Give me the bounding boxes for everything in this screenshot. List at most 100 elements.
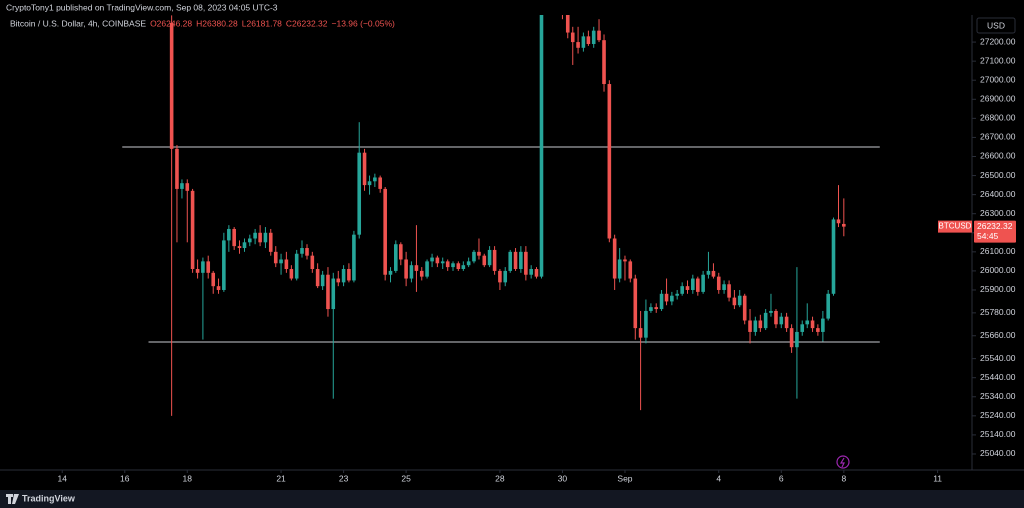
candle-body — [685, 286, 690, 290]
y-tick-label: 26900.00 — [980, 94, 1016, 104]
candle-body — [242, 242, 247, 249]
candle-body — [784, 316, 789, 329]
candle-body — [336, 278, 341, 283]
candle-body — [258, 232, 262, 243]
candle-body — [435, 257, 440, 264]
currency[interactable]: USD — [987, 20, 1005, 30]
candle-body — [742, 295, 747, 321]
y-tick-label: 25780.00 — [980, 307, 1016, 317]
candle-body — [810, 320, 815, 329]
candle-body — [644, 310, 648, 338]
candle-body — [638, 328, 643, 338]
candle-body — [581, 36, 586, 48]
candle-body — [232, 228, 236, 247]
candle-body — [466, 261, 471, 266]
candle-body — [414, 265, 419, 271]
candle-body — [279, 259, 283, 264]
candle-body — [722, 284, 726, 290]
candle-body — [347, 269, 351, 281]
candle-body — [378, 177, 382, 189]
candle-body — [576, 42, 580, 48]
candle-body — [451, 263, 455, 268]
y-tick-label: 26100.00 — [980, 246, 1016, 256]
candle-body — [300, 248, 304, 254]
candle-body — [628, 261, 633, 279]
candle-body — [805, 320, 810, 325]
price-tag-symbol: BTCUSD — [939, 222, 972, 231]
y-tick-label: 26800.00 — [980, 113, 1016, 123]
candle-body — [331, 278, 336, 310]
candle-body — [492, 249, 497, 271]
candle-body — [513, 251, 518, 270]
x-tick-label: 8 — [841, 473, 846, 483]
candle-body — [310, 255, 315, 270]
candle-body — [315, 269, 320, 287]
candle-body — [779, 316, 784, 325]
candle-body — [503, 270, 508, 283]
candle-body — [227, 228, 231, 241]
candle-body — [706, 270, 711, 275]
candle-body — [472, 251, 476, 262]
event-icon[interactable] — [836, 455, 850, 469]
candle-body — [659, 293, 664, 310]
candle-body — [748, 320, 752, 332]
ohlc-value: L26181.78 — [242, 18, 282, 28]
candle-body — [195, 269, 200, 273]
ohlc-value: O26246.28 — [150, 18, 192, 28]
candle-body — [357, 152, 362, 235]
candle-body — [404, 259, 408, 279]
x-tick-label: 16 — [120, 473, 130, 483]
candle-body — [737, 295, 742, 306]
legend: Bitcoin / U.S. Dollar, 4h, COINBASE O262… — [10, 18, 395, 28]
currency-button[interactable] — [976, 17, 1016, 34]
y-tick-label: 26300.00 — [980, 208, 1016, 218]
candle-body — [795, 331, 799, 348]
candle-body — [617, 259, 622, 279]
candle-body — [399, 244, 403, 260]
candle-body — [367, 181, 372, 186]
footer — [0, 490, 1024, 508]
y-tick-label: 25340.00 — [980, 391, 1016, 401]
candle-body — [362, 152, 367, 186]
y-tick-label: 25440.00 — [980, 372, 1016, 382]
candle-body — [524, 251, 528, 275]
candle-body — [175, 148, 179, 189]
brand: TradingView — [22, 493, 76, 503]
candle-body — [169, 23, 174, 149]
price-tag-symbol-bg — [938, 220, 972, 233]
byline: CryptoTony1 published on TradingView.com… — [6, 2, 278, 12]
candle-body — [763, 312, 768, 329]
candle-body — [253, 232, 257, 239]
x-tick-label: 14 — [57, 473, 67, 483]
candle-body — [456, 263, 461, 270]
candle-body — [670, 295, 674, 302]
candle-body — [826, 293, 830, 319]
candle-body — [289, 269, 294, 279]
candle-body — [461, 265, 466, 270]
candle-body — [508, 251, 513, 271]
candle-body — [394, 244, 398, 271]
y-tick-label: 26400.00 — [980, 189, 1016, 199]
candle-body — [498, 270, 502, 283]
candle-body — [612, 238, 617, 279]
candle-body — [758, 320, 763, 329]
candle-body — [388, 270, 393, 275]
candle-body — [633, 278, 638, 329]
x-tick-label: 18 — [183, 473, 193, 483]
y-tick-label: 25900.00 — [980, 284, 1016, 294]
candle-body — [727, 284, 731, 298]
candle-body — [680, 286, 684, 294]
y-tick-label: 26700.00 — [980, 132, 1016, 142]
candle-body — [696, 278, 700, 292]
candle-body — [273, 251, 278, 264]
candle-body — [237, 246, 242, 249]
candle-body — [294, 253, 299, 279]
candle-body — [597, 30, 601, 41]
candle-body — [732, 297, 737, 306]
candle-body — [701, 274, 705, 292]
price-tag-bg — [974, 220, 1016, 243]
x-tick-label: 28 — [495, 473, 505, 483]
candle-body — [326, 274, 330, 310]
